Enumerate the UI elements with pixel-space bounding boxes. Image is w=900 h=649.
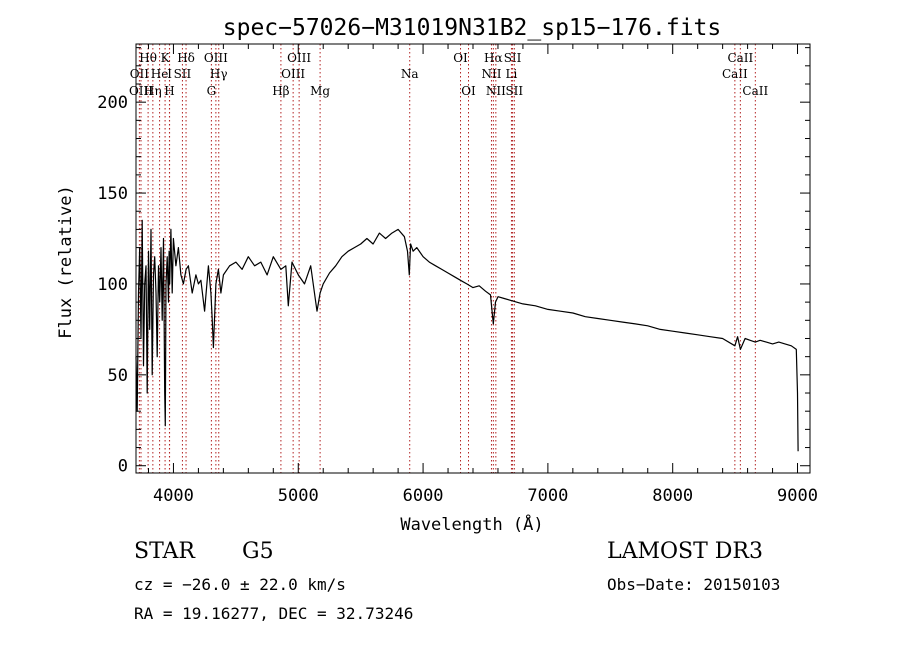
- chart-title: spec−57026−M31019N31B2_sp15−176.fits: [223, 15, 722, 41]
- line-marker-label-22: NII: [486, 84, 506, 98]
- x-tick-label-8000: 8000: [652, 486, 693, 506]
- line-marker-label-11: OIII: [204, 51, 228, 65]
- line-marker-label-8: SII: [174, 67, 192, 81]
- obs-date-label: Obs−Date: 20150103: [607, 575, 781, 594]
- line-marker-label-1: OIII: [129, 84, 153, 98]
- x-tick-label-4000: 4000: [153, 486, 194, 506]
- line-marker-label-16: Mg: [310, 84, 330, 98]
- line-marker-label-15: OIII: [287, 51, 311, 65]
- survey-label: LAMOST DR3: [607, 539, 763, 564]
- line-marker-label-13: Hβ: [272, 84, 289, 98]
- line-marker-label-20: NII: [481, 67, 501, 81]
- line-marker-label-6: H: [164, 84, 174, 98]
- x-tick-label-5000: 5000: [278, 486, 319, 506]
- x-tick-label-9000: 9000: [777, 486, 818, 506]
- y-tick-label-50: 50: [108, 366, 128, 386]
- line-marker-label-18: OI: [453, 51, 468, 65]
- line-marker-label-21: Hα: [484, 51, 503, 65]
- spectrum-series: [135, 219, 799, 452]
- line-marker-label-24: SII: [504, 51, 522, 65]
- y-axis-label: Flux (relative): [56, 185, 76, 339]
- subclass-label: G5: [242, 539, 274, 564]
- y-tick-label-150: 150: [97, 184, 128, 204]
- line-marker-label-19: OI: [461, 84, 476, 98]
- line-marker-label-17: Na: [401, 67, 419, 81]
- x-tick-label-7000: 7000: [527, 486, 568, 506]
- x-axis-label: Wavelength (Å): [400, 513, 543, 535]
- coordinates-label: RA = 19.16277, DEC = 32.73246: [134, 604, 414, 623]
- line-marker-label-4: He: [151, 67, 169, 81]
- y-tick-label-0: 0: [118, 457, 128, 477]
- series-line-0: [135, 219, 799, 452]
- line-marker-label-10: G: [207, 84, 217, 98]
- line-marker-label-9: Hδ: [177, 51, 195, 65]
- line-marker-label-3: Hη: [144, 84, 162, 98]
- axes: 4000 5000 6000 7000 8000 9000 0 50 100 150 200: [97, 43, 818, 506]
- line-marker-label-0: OII: [130, 67, 150, 81]
- line-marker-label-27: CaII: [727, 51, 753, 65]
- y-tick-label-100: 100: [97, 275, 128, 295]
- line-marker-label-14: OIII: [281, 67, 305, 81]
- line-marker-label-23: Li: [506, 67, 518, 81]
- plot-frame: [135, 43, 811, 474]
- line-marker-label-5: K: [161, 51, 171, 65]
- line-marker-label-7: I: [167, 67, 172, 81]
- line-marker-label-25: SII: [505, 84, 523, 98]
- redshift-label: cz = −26.0 ± 22.0 km/s: [134, 575, 346, 594]
- line-marker-label-26: CaII: [722, 67, 748, 81]
- line-marker-label-2: Hθ: [139, 51, 157, 65]
- y-tick-label-200: 200: [97, 93, 128, 113]
- line-marker-label-12: Hγ: [210, 67, 228, 81]
- line-marker-label-28: CaII: [742, 84, 768, 98]
- classification-label: STAR: [134, 539, 195, 564]
- x-tick-label-6000: 6000: [403, 486, 444, 506]
